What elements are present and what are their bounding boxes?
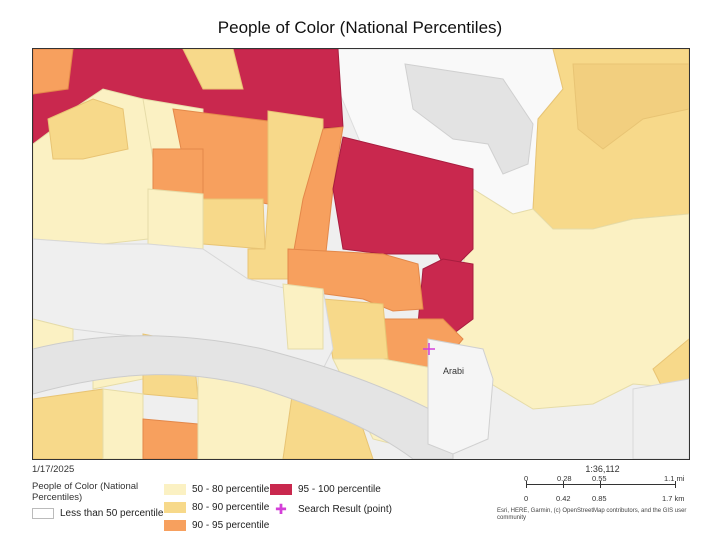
scale-tick-km: 0.85 <box>592 494 607 503</box>
tract-below-50-arabi <box>427 338 494 455</box>
legend-label: 95 - 100 percentile <box>298 484 381 495</box>
legend-item-50-80: 50 - 80 percentile <box>164 484 269 495</box>
tract-80-90-north <box>182 49 244 90</box>
scale-tick-mi: 0 <box>524 474 529 483</box>
tract-50-80-sw <box>282 283 324 350</box>
scale-tick-km: 0.42 <box>556 494 571 503</box>
map-date: 1/17/2025 <box>32 464 75 475</box>
legend-swatch <box>270 484 292 495</box>
tract-80-90-west <box>47 98 129 160</box>
legend-title: People of Color (National Percentiles) <box>32 481 139 503</box>
legend-swatch <box>164 484 186 495</box>
tract-below-50-se <box>632 378 689 459</box>
legend-item-95-100: 95 - 100 percentile <box>270 484 381 495</box>
scale-tick-km: 1.7 km <box>662 494 685 503</box>
tract-below-50-band <box>33 238 334 370</box>
industrial-building <box>404 63 534 175</box>
plus-icon: ✚ <box>275 501 287 517</box>
tract-80-90-mid <box>202 198 266 250</box>
place-label-arabi: Arabi <box>443 366 464 376</box>
legend-swatch <box>164 520 186 531</box>
legend-label: Search Result (point) <box>298 503 392 515</box>
legend-label: 80 - 90 percentile <box>192 502 270 513</box>
tract-80-90-sw2 <box>33 388 109 459</box>
legend-item-90-95: 90 - 95 percentile <box>164 520 269 531</box>
tract-50-80-sw4 <box>102 388 144 459</box>
map-attribution: Esri, HERE, Garmin, (c) OpenStreetMap co… <box>497 508 687 521</box>
legend-item-search-result: ✚ Search Result (point) <box>270 501 392 517</box>
legend-label: Less than 50 percentile <box>60 508 164 519</box>
tract-90-95-corner <box>33 49 74 95</box>
legend-label: 50 - 80 percentile <box>192 484 270 495</box>
scale-bar-group: 1:36,112 0 0.28 0.55 1.1 mi 0 0.42 0.85 … <box>520 464 690 524</box>
tract-80-90-ne2 <box>572 63 689 150</box>
scale-tick-mi: 0.28 <box>557 474 572 483</box>
legend-swatch <box>164 502 186 513</box>
scale-tick-km: 0 <box>524 494 529 503</box>
scale-tick-mi: 0.55 <box>592 474 607 483</box>
legend-item-below-50: Less than 50 percentile <box>32 508 163 519</box>
legend-item-80-90: 80 - 90 percentile <box>164 502 269 513</box>
map-canvas[interactable]: Arabi <box>33 49 689 459</box>
legend-label: 90 - 95 percentile <box>192 520 270 531</box>
tract-90-95-sw <box>142 418 199 459</box>
scale-line <box>526 481 676 488</box>
map-view[interactable]: Arabi <box>32 48 690 460</box>
scale-ratio: 1:36,112 <box>585 464 620 474</box>
scale-tick-mi: 1.1 mi <box>664 474 685 483</box>
legend-swatch <box>32 508 54 519</box>
map-title: People of Color (National Percentiles) <box>217 18 503 37</box>
tract-95-100-central <box>332 136 474 270</box>
tract-50-80-mid <box>147 188 204 250</box>
search-result-marker[interactable] <box>423 343 435 355</box>
